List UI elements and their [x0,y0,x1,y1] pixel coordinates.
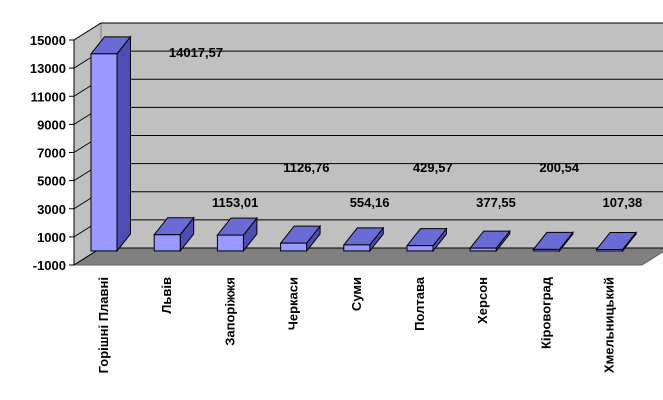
bar [342,226,385,253]
x-tick-label: Львів [159,277,174,314]
x-tick-label: Полтава [412,276,427,331]
data-label: 200,54 [539,160,580,175]
bar-front [469,247,497,252]
x-tick-label: Херсон [475,277,490,324]
bar-front [90,53,118,252]
bar [595,231,638,253]
bar [89,35,132,253]
bar-front [343,244,371,252]
y-tick-label: 9000 [37,117,66,132]
bar [469,229,511,253]
y-tick-label: 7000 [37,146,66,161]
x-tick-label: Горішні Плавні [96,277,111,373]
bar-front [280,242,308,252]
x-axis-labels: Горішні Плавні Львів Запоріжжя Черкаси Суми П… [96,276,617,373]
data-label: 377,55 [476,195,516,210]
x-tick-label: Кіровоград [538,276,553,349]
bar [532,230,574,253]
bar-front [216,234,244,252]
x-tick-label: Хмельницький [602,277,617,373]
bar-front [596,248,624,252]
bar-front [406,245,434,252]
x-tick-label: Черкаси [286,277,301,330]
y-tick-label: -1000 [33,258,66,273]
data-label: 107,38 [603,195,643,210]
bar-front [532,248,560,252]
y-tick-label: 5000 [37,174,66,189]
data-label: 429,57 [413,160,453,175]
bar [405,227,448,253]
y-tick-label: 1000 [37,230,66,245]
data-label: 554,16 [350,195,390,210]
y-tick-label: 3000 [37,202,66,217]
y-tick-label: 11000 [31,89,66,104]
gridline-side [73,22,102,41]
bar [153,216,195,253]
x-tick-label: Суми [349,277,364,311]
x-tick-label: Запоріжжя [222,277,237,346]
bars [89,35,638,253]
data-label: 14017,57 [169,45,223,60]
bar [279,224,322,253]
y-tick-label: 13000 [30,61,66,76]
y-axis: -1000 1000 3000 5000 7000 9000 11000 13000 15000 [30,33,75,273]
gridlines [73,22,663,266]
data-label: 1153,01 [212,195,258,210]
bar [216,216,258,253]
data-labels: 14017,57 1153,01 1126,76 554,16 429,57 377,55… [169,45,643,210]
data-label: 1126,76 [283,160,329,175]
y-tick-label: 15000 [30,33,66,48]
bar-front [153,234,181,252]
bar-side [116,35,131,253]
